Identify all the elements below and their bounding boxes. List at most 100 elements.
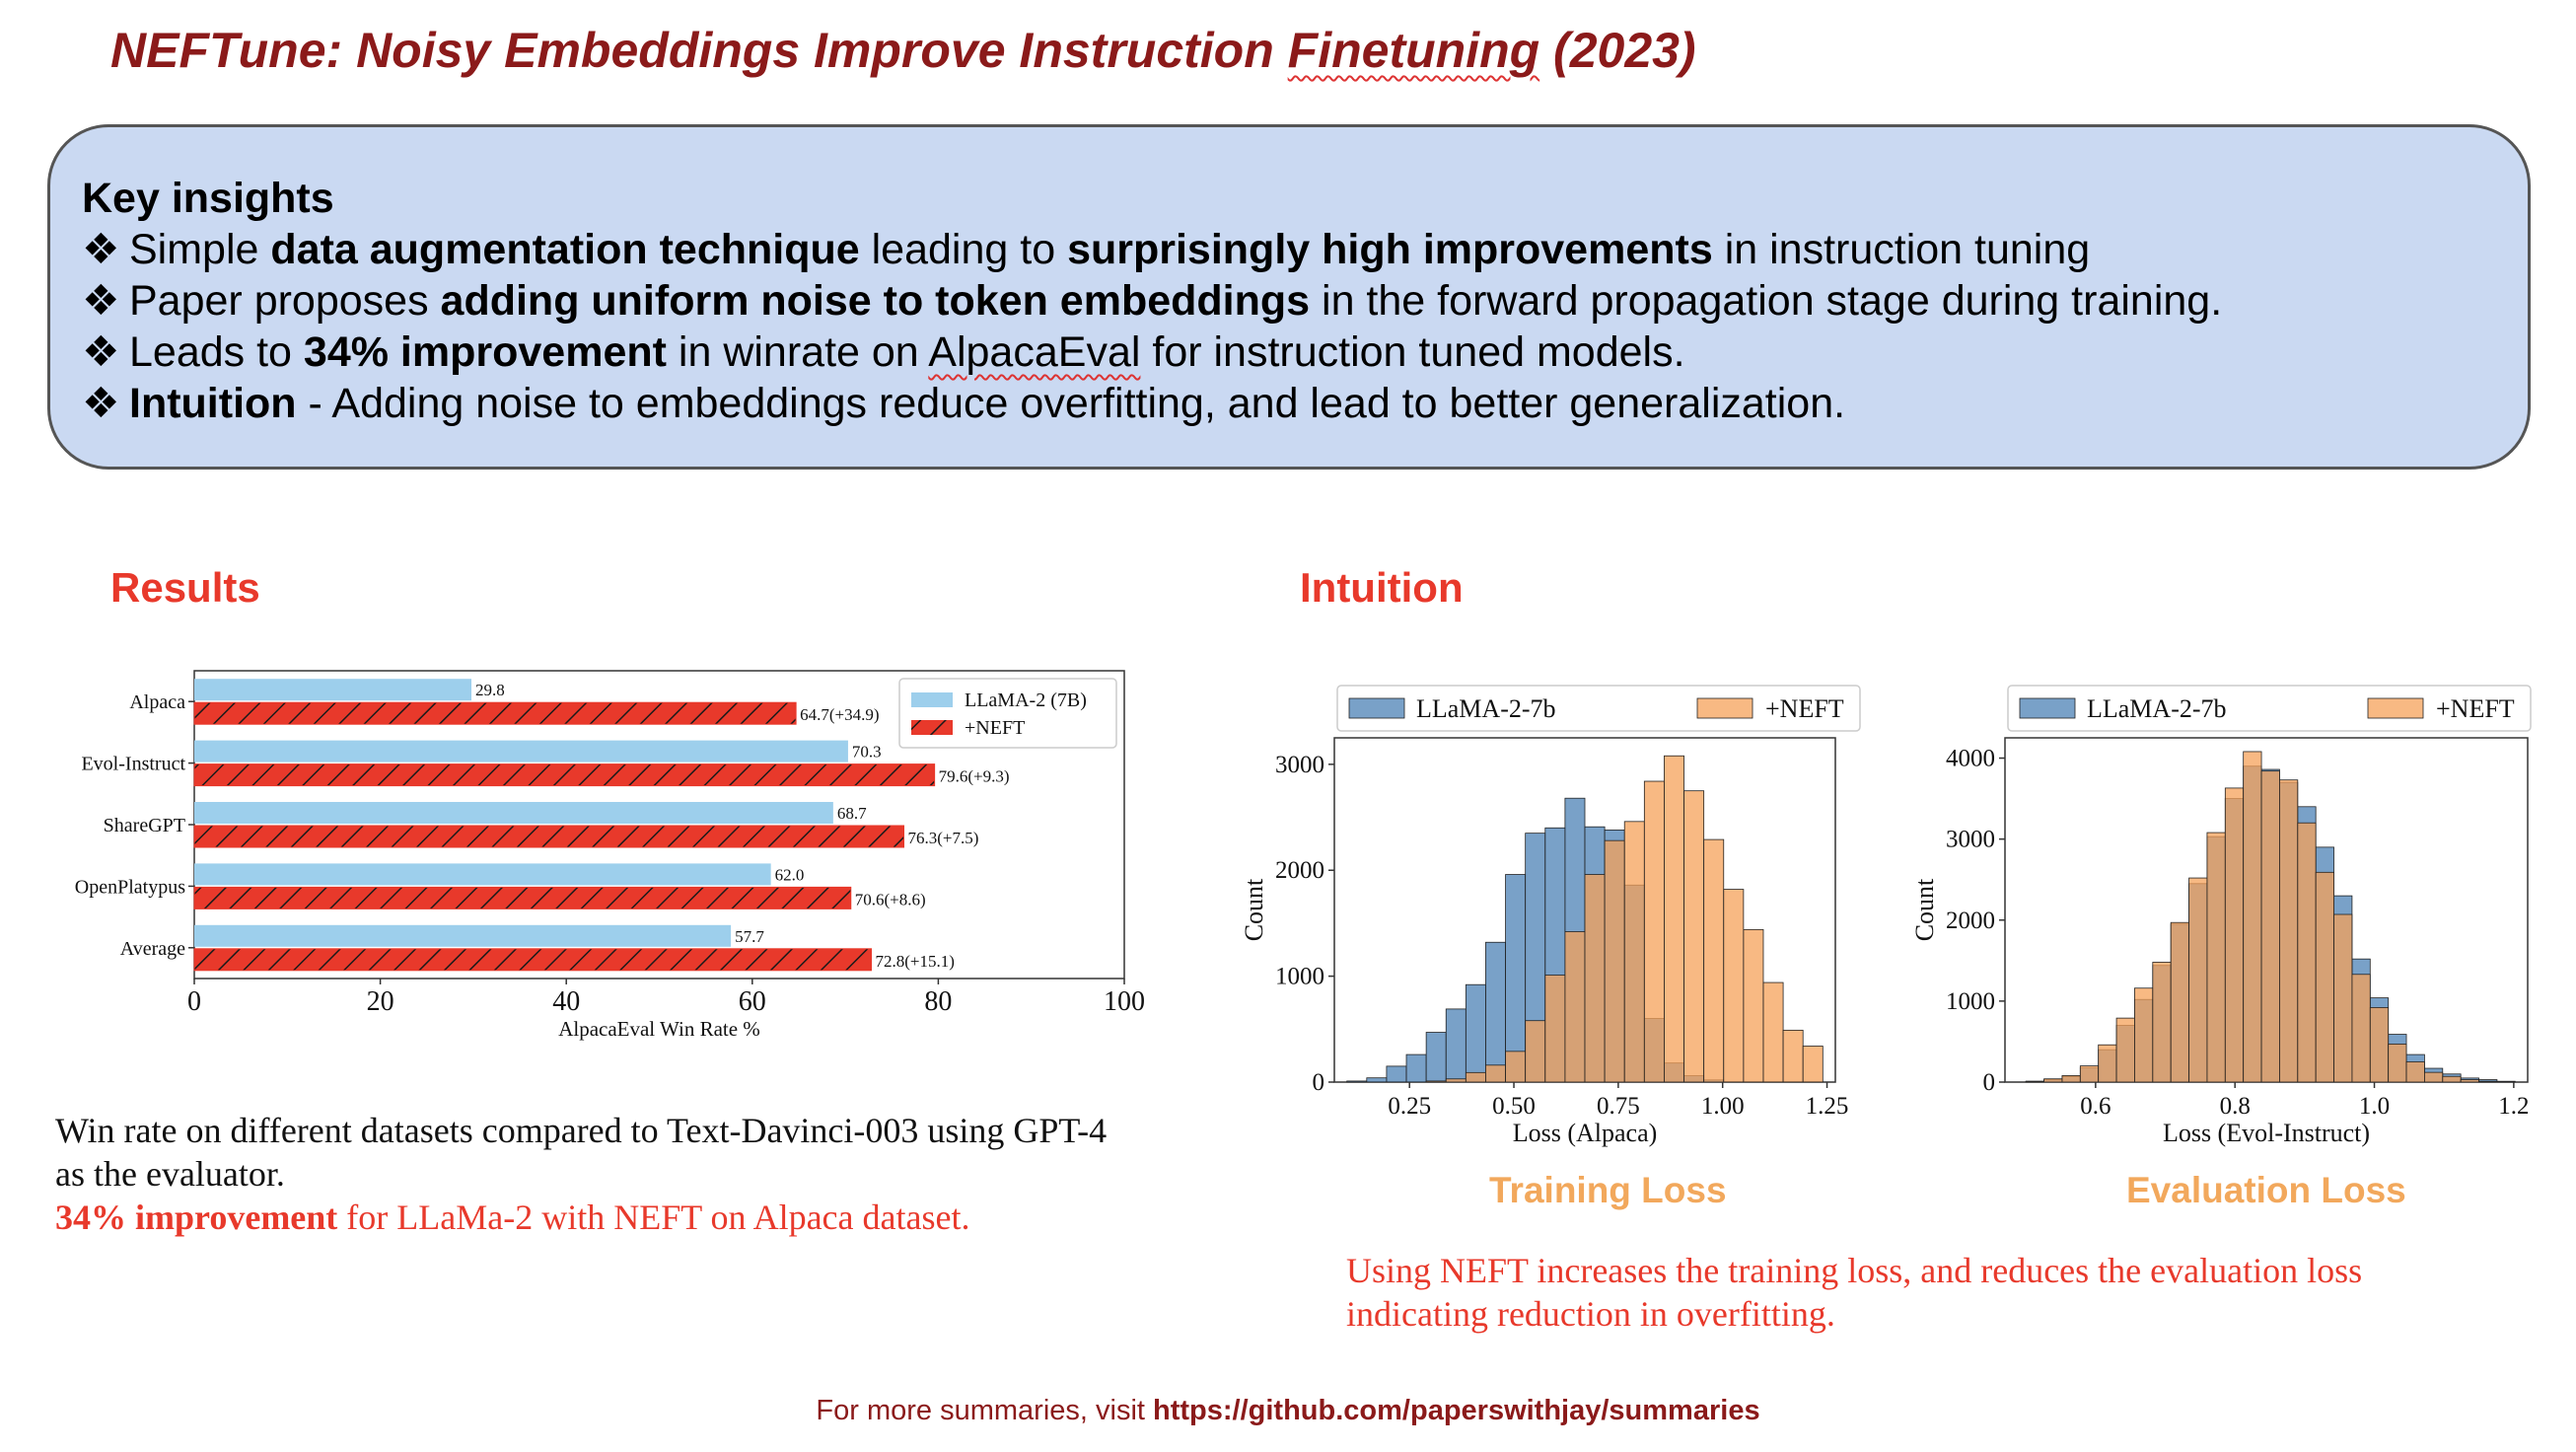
category-label: Alpaca xyxy=(129,691,185,713)
hist-bar-llama xyxy=(1366,1077,1388,1083)
results-bar-chart: 29.8 64.7(+34.9) Alpaca 70.3 79.6(+9.3) Evol-… xyxy=(75,670,1145,1041)
hist-bar-neft xyxy=(1544,975,1566,1083)
slide-title: NEFTune: Noisy Embeddings Improve Instru… xyxy=(110,22,1696,79)
key-insights-box: Key insights ❖ Simple data augmentation t… xyxy=(47,124,2531,470)
hist-bar-llama xyxy=(1425,1032,1447,1083)
bar-llama xyxy=(194,863,771,886)
legend-box xyxy=(1336,685,1861,732)
hist-bar-neft xyxy=(2369,1007,2390,1083)
legend-swatch-llama xyxy=(1348,697,1405,719)
x-tick-label: 60 xyxy=(739,986,766,1017)
bar-data-label: 68.7 xyxy=(837,804,867,823)
legend-swatch-neft xyxy=(2367,697,2424,719)
y-axis-label: Count xyxy=(1910,878,1939,941)
y-tick-label: 1000 xyxy=(1946,988,1995,1015)
x-tick-label: 0.6 xyxy=(2080,1093,2111,1120)
insight-text: Simple xyxy=(129,226,271,273)
x-tick-label: 0.8 xyxy=(2220,1093,2251,1120)
hist-bar-neft xyxy=(1743,928,1764,1083)
insight-text: leading to xyxy=(859,226,1068,273)
insight-bold: adding uniform noise to token embeddings xyxy=(440,277,1311,325)
legend-label-llama: LLaMA-2 (7B) xyxy=(965,690,1087,711)
hist-bar-neft xyxy=(2478,1080,2498,1083)
category-label: OpenPlatypus xyxy=(75,876,185,898)
x-tick-label: 0.25 xyxy=(1388,1093,1431,1120)
x-tick-label: 1.2 xyxy=(2498,1093,2529,1120)
hist-bar-neft xyxy=(2333,913,2353,1083)
insight-bold: 34% improvement xyxy=(303,328,667,376)
y-tick-label: 0 xyxy=(1983,1069,1996,1096)
hist-bar-neft xyxy=(1723,889,1745,1083)
legend-label-llama: LLaMA-2-7b xyxy=(2087,694,2227,723)
x-axis-label: Loss (Alpaca) xyxy=(1513,1119,1658,1147)
bar-data-label: 79.6(+9.3) xyxy=(939,767,1010,786)
x-tick-label: 20 xyxy=(367,986,394,1017)
hist-bar-neft xyxy=(2243,751,2262,1083)
hist-bar-neft xyxy=(2115,1017,2135,1083)
insight-bold: data augmentation technique xyxy=(270,226,860,273)
intuition-caption-line-2: indicating reduction in overfitting. xyxy=(1346,1294,1835,1334)
insight-bullet-2: ❖ Paper proposes adding uniform noise to … xyxy=(82,275,2528,327)
y-tick-label: 1000 xyxy=(1275,964,1324,990)
hist-bar-neft xyxy=(2279,779,2299,1083)
insight-text: - Adding noise to embeddings reduce over… xyxy=(296,380,1846,427)
x-tick-label: 0.50 xyxy=(1492,1093,1536,1120)
hist-bar-neft xyxy=(1802,1046,1824,1083)
bar-data-label: 29.8 xyxy=(475,681,505,699)
results-caption: Win rate on different datasets compared … xyxy=(55,1109,1219,1239)
legend-box xyxy=(2007,685,2532,732)
x-axis-label: Loss (Evol-Instruct) xyxy=(2163,1119,2370,1147)
bar-neft xyxy=(193,701,797,725)
intuition-caption: Using NEFT increases the training loss, … xyxy=(1346,1249,2530,1336)
bar-neft xyxy=(193,948,873,972)
hist-bar-neft xyxy=(1643,780,1665,1083)
results-heading: Results xyxy=(110,564,260,611)
footer-prefix: For more summaries, visit xyxy=(816,1395,1154,1426)
hist-bar-neft xyxy=(2043,1078,2063,1083)
insight-bold: Intuition xyxy=(129,380,297,427)
insight-bullet-3: ❖ Leads to 34% improvement in winrate on … xyxy=(82,327,2528,378)
hist-bar-llama xyxy=(1346,1080,1368,1083)
hist-bar-llama xyxy=(2496,1080,2516,1083)
hist-bar-neft xyxy=(1445,1078,1467,1083)
hist-bar-neft xyxy=(1623,821,1645,1083)
training-loss-label: Training Loss xyxy=(1489,1170,1727,1210)
intuition-heading: Intuition xyxy=(1300,564,1464,611)
x-tick-label: 80 xyxy=(924,986,952,1017)
hist-bar-neft xyxy=(2315,871,2334,1083)
hist-bar-llama xyxy=(1485,941,1506,1083)
bullet-diamond-icon: ❖ xyxy=(82,277,120,325)
bar-llama xyxy=(194,679,472,701)
legend-label-neft: +NEFT xyxy=(965,717,1025,739)
hist-bar-neft xyxy=(1782,1029,1804,1083)
hist-bar-llama xyxy=(1386,1065,1407,1083)
bullet-diamond-icon: ❖ xyxy=(82,226,120,273)
hist-bar-neft xyxy=(2388,1044,2407,1083)
legend-swatch-neft xyxy=(911,720,953,735)
footer-link[interactable]: https://github.com/paperswithjay/summari… xyxy=(1153,1395,1760,1426)
hist-bar-neft xyxy=(2297,822,2317,1083)
y-tick-label: 0 xyxy=(1313,1069,1325,1096)
x-tick-label: 40 xyxy=(552,986,580,1017)
bar-data-label: 64.7(+34.9) xyxy=(800,705,879,724)
bullet-diamond-icon: ❖ xyxy=(82,328,120,376)
hist-bar-neft xyxy=(2424,1071,2444,1083)
category-label: Evol-Instruct xyxy=(81,754,185,775)
evaluation-loss-label: Evaluation Loss xyxy=(2126,1170,2406,1210)
hist-bar-neft xyxy=(1604,839,1625,1083)
hist-bar-neft xyxy=(2061,1075,2081,1083)
y-tick-label: 2000 xyxy=(1946,908,1995,934)
bullet-diamond-icon: ❖ xyxy=(82,380,120,427)
insight-text: in the forward propagation stage during … xyxy=(1310,277,2223,325)
hist-bar-neft xyxy=(1564,931,1586,1083)
y-axis-label: Count xyxy=(1240,878,1268,941)
insight-bullet-4: ❖ Intuition - Adding noise to embeddings … xyxy=(82,378,2528,429)
hist-bar-neft xyxy=(2460,1079,2479,1083)
hist-bar-neft xyxy=(2152,962,2172,1083)
x-tick-label: 100 xyxy=(1104,986,1145,1017)
hist-bar-neft xyxy=(1465,1071,1486,1083)
hist-bar-neft xyxy=(2025,1080,2044,1083)
insight-text: Paper proposes xyxy=(129,277,441,325)
hist-bar-neft xyxy=(2098,1044,2117,1083)
title-squiggle-word: Finetuning xyxy=(1287,23,1540,78)
